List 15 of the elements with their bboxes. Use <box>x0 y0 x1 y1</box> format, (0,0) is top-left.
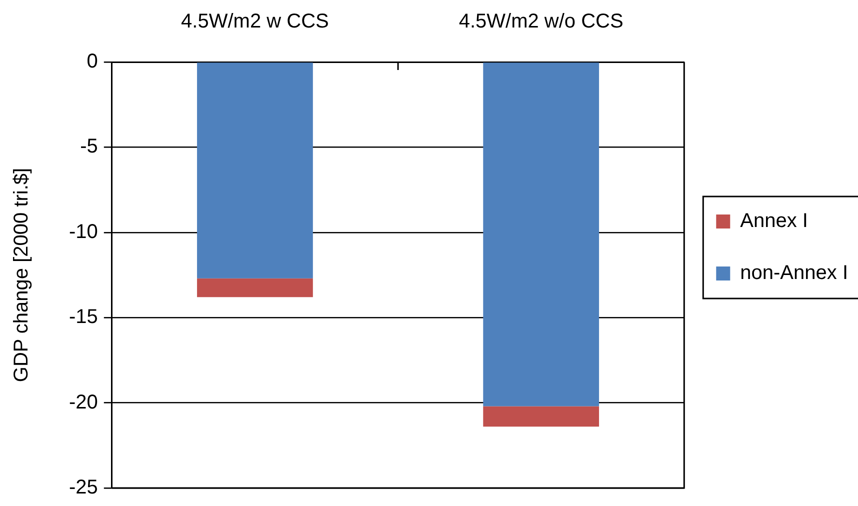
y-tick-label: -15 <box>69 306 98 328</box>
bar <box>483 62 600 406</box>
x-tick-label: 4.5W/m2 w/o CCS <box>458 10 624 33</box>
y-axis-title: GDP change [2000 tri.$] <box>10 168 33 382</box>
legend-label: non-Annex I <box>740 262 848 284</box>
bar <box>197 278 313 298</box>
y-tick-label: -25 <box>69 476 98 499</box>
x-tick-label: 4.5W/m2 w CCS <box>181 10 329 33</box>
y-tick-label: -5 <box>80 136 98 158</box>
legend-label: Annex I <box>740 210 808 232</box>
y-tick-label: 0 <box>86 50 98 73</box>
bar <box>197 62 313 278</box>
y-tick-label: -10 <box>69 220 98 243</box>
y-tick-label: -20 <box>69 391 98 414</box>
bar <box>483 406 600 427</box>
